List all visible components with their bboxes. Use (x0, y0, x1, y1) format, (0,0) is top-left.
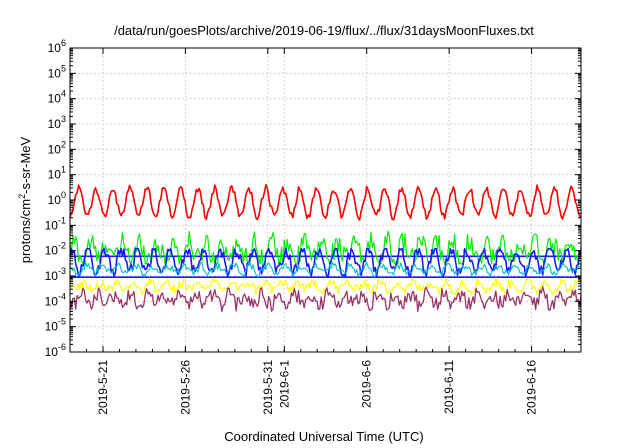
y-tick-label: 105 (48, 63, 66, 80)
y-tick-label: 102 (48, 139, 66, 156)
y-tick-label: 106 (48, 38, 66, 55)
y-tick-label: 10-4 (45, 291, 66, 308)
x-tick-label: 2019-6-6 (360, 360, 374, 408)
x-axis-label: Coordinated Universal Time (UTC) (224, 429, 423, 444)
series-line (69, 247, 582, 277)
y-axis-label: protons/cm2-s-sr-MeV (17, 136, 33, 263)
series-group (69, 184, 582, 313)
grid (70, 48, 581, 352)
x-tick-label: 2019-5-21 (96, 360, 110, 415)
series-line (69, 230, 582, 265)
y-tick-label: 10-2 (45, 241, 66, 258)
y-axis: 10-6 10-5 10-4 10-3 10-2 10-1 100 101 102 103 104 1… (45, 38, 581, 359)
x-axis: 2019-5-21 2019-5-26 2019-5-31 2019-6-1 2019-… (69, 48, 582, 415)
y-tick-label: 100 (48, 190, 66, 207)
x-tick-label: 2019-5-31 (261, 360, 275, 415)
y-tick-label: 101 (48, 165, 66, 182)
y-tick-label: 104 (48, 89, 66, 106)
x-tick-label: 2019-5-26 (178, 360, 192, 415)
y-tick-label: 103 (48, 114, 66, 131)
y-tick-label: 10-5 (45, 317, 66, 334)
chart-title: /data/run/goesPlots/archive/2019-06-19/f… (114, 23, 534, 38)
y-tick-label: 10-3 (45, 266, 66, 283)
series-line (69, 184, 582, 221)
series-line (69, 286, 582, 313)
y-tick-label: 10-6 (45, 342, 66, 359)
x-tick-label: 2019-6-16 (525, 360, 539, 415)
y-tick-label: 10-1 (45, 215, 66, 232)
x-tick-label: 2019-6-1 (277, 360, 291, 408)
x-tick-label: 2019-6-11 (442, 360, 456, 414)
series-line (69, 261, 582, 278)
